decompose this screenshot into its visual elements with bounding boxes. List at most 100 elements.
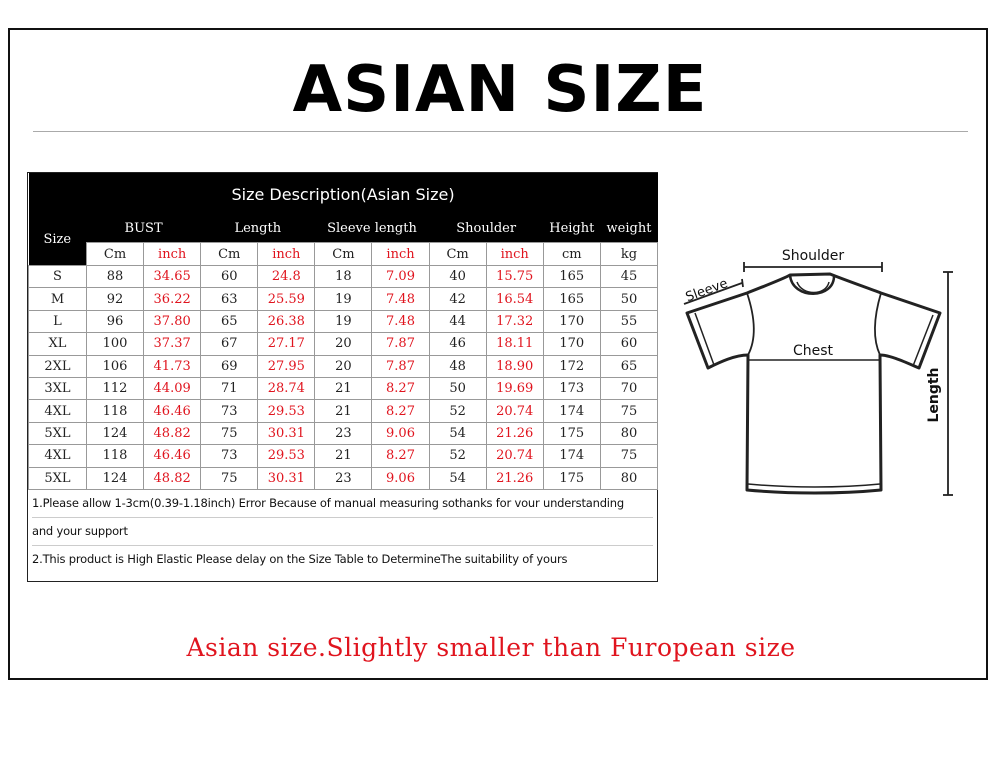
value-cell: 44	[428, 309, 487, 334]
table-row: 5XL 124 48.82 75 30.31 23 9.06 54 21.26 175 80	[28, 421, 659, 446]
column-group-header: BUST	[86, 214, 201, 243]
size-cell: M	[28, 287, 87, 311]
column-group-header: weight	[600, 214, 658, 243]
value-cell: 124	[85, 421, 145, 446]
value-cell: 45	[599, 264, 659, 289]
value-cell: 20.74	[485, 444, 544, 468]
value-cell: 67	[200, 332, 259, 356]
value-cell: 174	[542, 399, 601, 423]
value-cell: 75	[200, 466, 259, 490]
value-cell: 26.38	[257, 309, 316, 334]
value-cell: 48.82	[143, 421, 202, 446]
value-cell: 63	[200, 287, 259, 311]
value-cell: 70	[599, 376, 659, 401]
table-row: 4XL 118 46.46 73 29.53 21 8.27 52 20.74 174 75	[28, 399, 659, 423]
value-cell: 21.26	[485, 421, 544, 446]
value-cell: 23	[314, 421, 373, 446]
size-cell: 4XL	[28, 444, 87, 468]
value-cell: 7.87	[371, 332, 430, 356]
chest-label: Chest	[793, 343, 834, 359]
value-cell: 9.06	[371, 421, 430, 446]
value-cell: 18.90	[485, 354, 544, 378]
value-cell: 75	[599, 399, 659, 423]
size-table: Size Description(Asian Size) Size BUST Le…	[27, 172, 659, 582]
size-cell: 2XL	[28, 354, 87, 378]
value-cell: 52	[428, 399, 487, 423]
unit-header: Cm	[85, 242, 145, 266]
value-cell: 18	[314, 264, 373, 289]
value-cell: 170	[542, 332, 601, 356]
value-cell: 46.46	[143, 444, 202, 468]
column-group-header: Shoulder	[429, 214, 544, 243]
value-cell: 71	[200, 376, 259, 401]
value-cell: 65	[200, 309, 259, 334]
value-cell: 37.37	[143, 332, 202, 356]
table-row: XL 100 37.37 67 27.17 20 7.87 46 18.11 170 60	[28, 332, 659, 356]
length-label: Length	[926, 367, 942, 422]
value-cell: 15.75	[485, 264, 544, 289]
unit-header: inch	[371, 242, 430, 266]
unit-header: inch	[143, 242, 202, 266]
value-cell: 19	[314, 287, 373, 311]
value-cell: 118	[85, 444, 145, 468]
value-cell: 80	[599, 421, 659, 446]
value-cell: 7.87	[371, 354, 430, 378]
value-cell: 46.46	[143, 399, 202, 423]
unit-header: inch	[257, 242, 316, 266]
value-cell: 60	[200, 264, 259, 289]
value-cell: 8.27	[371, 444, 430, 468]
table-row: M 92 36.22 63 25.59 19 7.48 42 16.54 165 50	[28, 287, 659, 311]
value-cell: 73	[200, 399, 259, 423]
value-cell: 54	[428, 466, 487, 490]
value-cell: 96	[85, 309, 145, 334]
value-cell: 25.59	[257, 287, 316, 311]
value-cell: 106	[85, 354, 145, 378]
size-cell: XL	[28, 332, 87, 356]
value-cell: 28.74	[257, 376, 316, 401]
value-cell: 46	[428, 332, 487, 356]
value-cell: 17.32	[485, 309, 544, 334]
value-cell: 75	[599, 444, 659, 468]
value-cell: 40	[428, 264, 487, 289]
unit-header: Cm	[428, 242, 487, 266]
value-cell: 27.17	[257, 332, 316, 356]
size-header: Size	[28, 214, 87, 266]
value-cell: 92	[85, 287, 145, 311]
value-cell: 24.8	[257, 264, 316, 289]
value-cell: 60	[599, 332, 659, 356]
value-cell: 7.09	[371, 264, 430, 289]
value-cell: 7.48	[371, 287, 430, 311]
value-cell: 18.11	[485, 332, 544, 356]
value-cell: 55	[599, 309, 659, 334]
value-cell: 174	[542, 444, 601, 468]
value-cell: 80	[599, 466, 659, 490]
table-row: 5XL 124 48.82 75 30.31 23 9.06 54 21.26 175 80	[28, 466, 659, 490]
value-cell: 20.74	[485, 399, 544, 423]
value-cell: 20	[314, 354, 373, 378]
page-title: ASIAN SIZE	[292, 53, 708, 127]
value-cell: 69	[200, 354, 259, 378]
value-cell: 48.82	[143, 466, 202, 490]
value-cell: 112	[85, 376, 145, 401]
table-row: S 88 34.65 60 24.8 18 7.09 40 15.75 165 45	[28, 264, 659, 289]
table-row: L 96 37.80 65 26.38 19 7.48 44 17.32 170 55	[28, 309, 659, 334]
value-cell: 48	[428, 354, 487, 378]
value-cell: 21.26	[485, 466, 544, 490]
value-cell: 8.27	[371, 376, 430, 401]
note-line: 2.This product is High Elastic Please de…	[32, 551, 568, 566]
value-cell: 29.53	[257, 399, 316, 423]
value-cell: 41.73	[143, 354, 202, 378]
note-line: 1.Please allow 1-3cm(0.39-1.18inch) Erro…	[32, 490, 653, 518]
note-line: and your support	[32, 518, 653, 546]
value-cell: 165	[542, 264, 601, 289]
value-cell: 175	[542, 421, 601, 446]
footer-note: Asian size.Slightly smaller than Furopea…	[186, 633, 796, 662]
value-cell: 172	[542, 354, 601, 378]
value-cell: 30.31	[257, 466, 316, 490]
table-row: 2XL 106 41.73 69 27.95 20 7.87 48 18.90 172 65	[28, 354, 659, 378]
value-cell: 21	[314, 376, 373, 401]
value-cell: 75	[200, 421, 259, 446]
value-cell: 16.54	[485, 287, 544, 311]
value-cell: 34.65	[143, 264, 202, 289]
